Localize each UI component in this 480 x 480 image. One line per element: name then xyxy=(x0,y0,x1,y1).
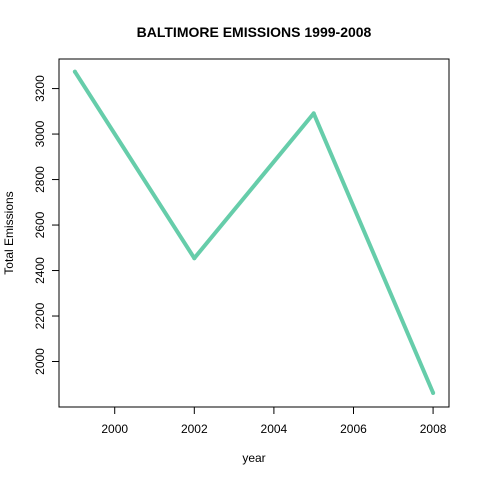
data-point-2005 xyxy=(311,111,316,116)
y-tick-label: 2000 xyxy=(33,348,47,375)
x-tick-label: 2004 xyxy=(261,422,288,436)
data-point-1999 xyxy=(72,69,77,74)
y-axis-label: Total Emissions xyxy=(2,191,16,274)
x-axis: 2000 2002 2004 2006 2008 xyxy=(101,407,447,436)
chart-title: BALTIMORE EMISSIONS 1999-2008 xyxy=(137,24,372,40)
plot-frame xyxy=(58,58,450,408)
series-line xyxy=(72,69,436,395)
x-tick-label: 2006 xyxy=(340,422,367,436)
y-tick-label: 2200 xyxy=(33,302,47,329)
y-tick-label: 2400 xyxy=(33,257,47,284)
x-tick-label: 2000 xyxy=(101,422,128,436)
y-tick-label: 2600 xyxy=(33,211,47,238)
y-tick-label: 2800 xyxy=(33,166,47,193)
x-tick-label: 2008 xyxy=(420,422,447,436)
data-point-2008 xyxy=(431,390,436,395)
y-axis: 2000 2200 2400 2600 2800 3000 3200 xyxy=(33,75,59,375)
x-tick-label: 2002 xyxy=(181,422,208,436)
y-tick-label: 3000 xyxy=(33,120,47,147)
x-axis-label: year xyxy=(242,451,265,465)
data-point-2002 xyxy=(192,256,197,261)
y-tick-label: 3200 xyxy=(33,75,47,102)
